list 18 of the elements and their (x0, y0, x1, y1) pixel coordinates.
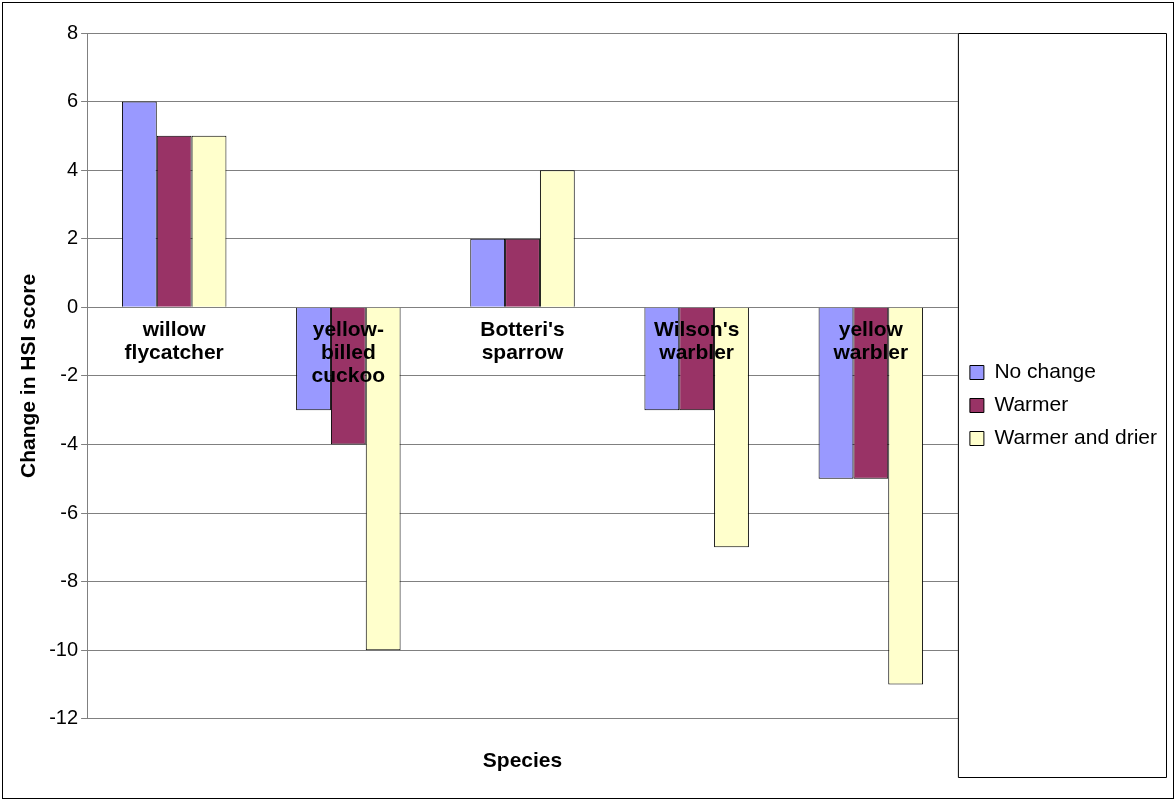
y-tick-label: -2 (60, 363, 79, 386)
y-axis-title: Change in HSI score (16, 273, 40, 479)
legend-label: No change (994, 359, 1096, 383)
y-tick-label: -12 (49, 706, 79, 729)
y-tick-label: -8 (60, 569, 79, 592)
x-axis-title: Species (482, 748, 563, 772)
y-tick-label: 6 (66, 89, 79, 112)
y-tick-label: 0 (66, 294, 79, 317)
y-tick-label: 2 (66, 226, 79, 249)
legend-label: Warmer and drier (994, 425, 1158, 449)
y-tick-label: -10 (49, 637, 79, 660)
x-tick-label: Botteri's sparrow (480, 316, 565, 363)
y-tick-label: 4 (66, 157, 79, 180)
y-tick-label: 8 (66, 20, 79, 43)
y-tick-label: -4 (60, 432, 79, 454)
y-tick-label: -6 (60, 500, 79, 523)
x-tick-label: willow flycatcher (124, 316, 224, 363)
legend-label: Warmer (994, 392, 1069, 416)
